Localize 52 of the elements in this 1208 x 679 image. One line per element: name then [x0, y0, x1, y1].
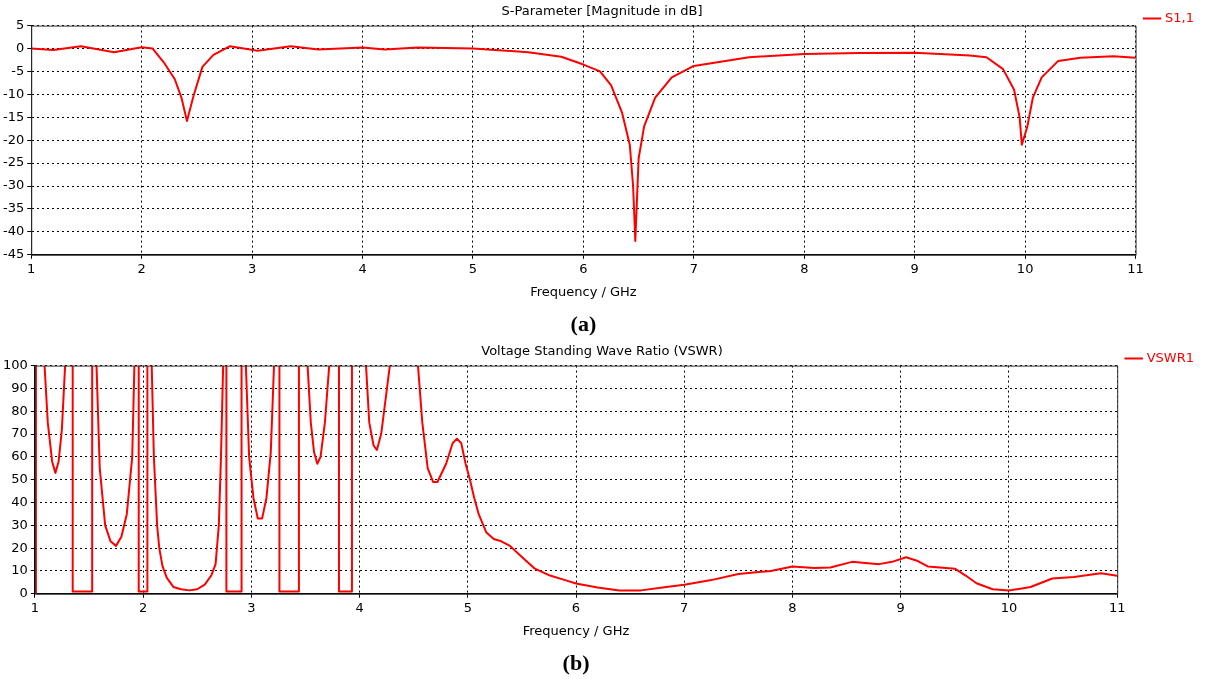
x-tick-label: 10	[1000, 599, 1018, 615]
y-tick-label: 0	[19, 585, 28, 601]
y-tick-label: 90	[11, 379, 28, 395]
x-tick-label: 11	[1127, 260, 1144, 276]
chart-title: Voltage Standing Wave Ratio (VSWR)	[481, 343, 723, 359]
x-tick-label: 1	[27, 260, 36, 276]
x-tick-label: 7	[680, 599, 689, 615]
y-tick-label: -25	[3, 154, 25, 170]
y-tick-label: 20	[11, 539, 28, 555]
y-tick-label: 50	[11, 471, 28, 487]
y-tick-label: 100	[2, 356, 28, 372]
y-tick-label: 30	[11, 516, 28, 532]
y-tick-label: 0	[15, 39, 25, 55]
x-axis-title: Frequency / GHz	[530, 283, 637, 299]
y-tick-label: 5	[15, 16, 25, 32]
x-tick-label: 4	[355, 599, 364, 615]
y-tick-label: -45	[3, 246, 25, 262]
x-tick-label: 4	[358, 260, 367, 276]
y-tick-label: -20	[3, 131, 25, 147]
x-tick-label: 3	[247, 599, 256, 615]
x-tick-label: 2	[138, 599, 148, 615]
y-tick-label: -5	[11, 62, 25, 78]
y-tick-label: -30	[3, 177, 25, 193]
legend-label: S1,1	[1165, 9, 1195, 25]
x-tick-label: 8	[800, 260, 809, 276]
x-tick-label: 1	[30, 599, 39, 615]
text: (b)	[562, 649, 590, 675]
x-tick-label: 3	[247, 260, 257, 276]
y-tick-label: -10	[3, 85, 25, 101]
chart-title: S-Parameter [Magnitude in dB]	[501, 3, 703, 19]
x-tick-label: 10	[1016, 260, 1034, 276]
y-tick-label: -15	[3, 108, 25, 124]
x-tick-label: 5	[468, 260, 478, 276]
text: (a)	[570, 310, 597, 336]
y-tick-label: 70	[11, 425, 28, 441]
x-tick-label: 5	[463, 599, 472, 615]
legend-label: VSWR1	[1146, 349, 1195, 365]
x-tick-label: 9	[896, 599, 905, 615]
x-tick-label: 9	[910, 260, 919, 276]
x-tick-label: 6	[579, 260, 588, 276]
x-tick-label: 6	[571, 599, 581, 615]
x-tick-label: 8	[788, 599, 797, 615]
y-tick-label: -35	[3, 200, 25, 216]
y-tick-label: 80	[11, 402, 28, 418]
x-tick-label: 7	[689, 260, 698, 276]
x-tick-label: 2	[137, 260, 146, 276]
y-tick-label: 40	[11, 493, 28, 509]
y-tick-label: 10	[11, 562, 28, 578]
x-tick-label: 11	[1108, 599, 1126, 615]
y-tick-label: 60	[11, 448, 28, 464]
x-axis-title: Frequency / GHz	[522, 622, 630, 638]
y-tick-label: -40	[3, 223, 25, 239]
